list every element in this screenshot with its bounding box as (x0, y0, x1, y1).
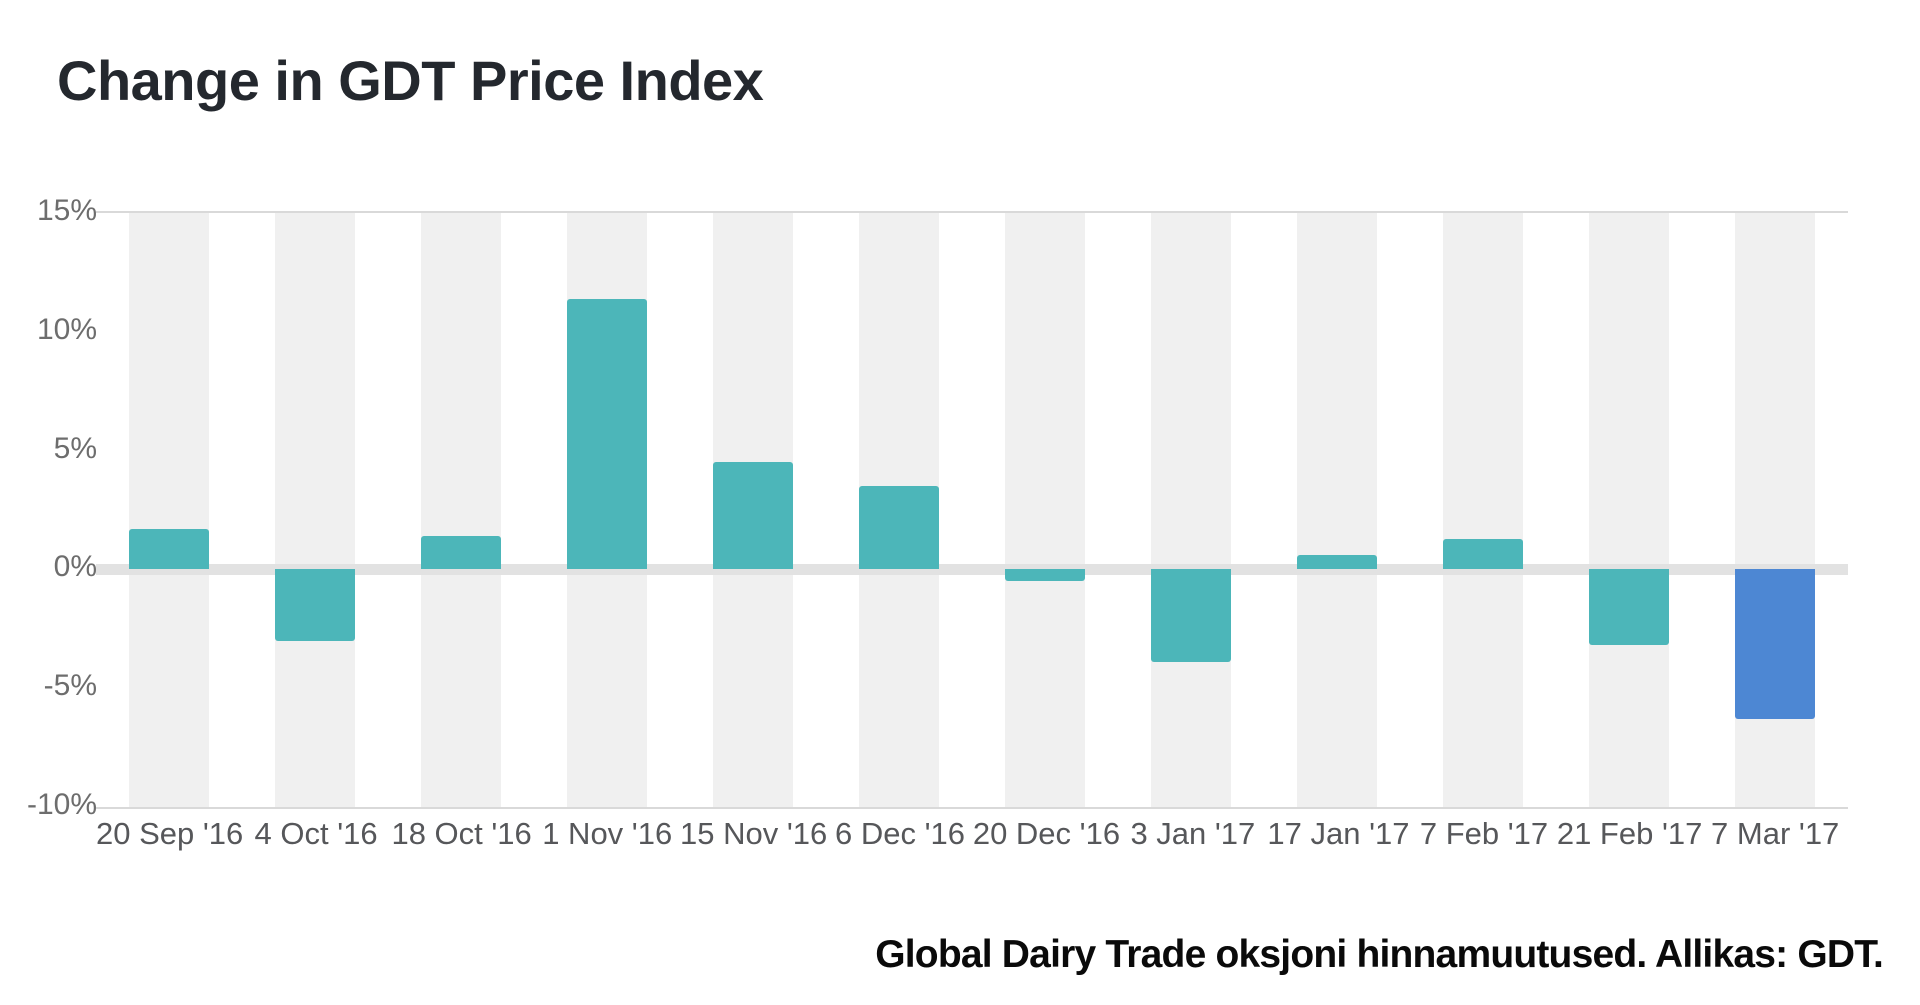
x-axis-tick-label: 18 Oct '16 (391, 816, 532, 851)
x-axis-tick-label: 21 Feb '17 (1556, 816, 1703, 851)
bar-negative (1151, 569, 1231, 663)
x-axis-tick-label: 1 Nov '16 (542, 816, 673, 851)
x-axis: 20 Sep '16 4 Oct '16 18 Oct '16 1 Nov '16 15… (96, 812, 1848, 856)
bar-slot (388, 213, 534, 807)
column-background-band (129, 213, 209, 807)
bar-slot (96, 213, 242, 807)
bar-slot (1556, 213, 1702, 807)
x-axis-tick-label: 6 Dec '16 (835, 816, 966, 851)
bar-negative (275, 569, 355, 641)
column-background-band (1589, 213, 1669, 807)
bar-slot (242, 213, 388, 807)
bar-slot (1410, 213, 1556, 807)
bar-positive (129, 529, 209, 570)
bar-slot (534, 213, 680, 807)
y-axis: 15% 10% 5% 0% -5% -10% (0, 196, 97, 820)
bar-slot (1264, 213, 1410, 807)
bar-positive (859, 486, 939, 570)
x-axis-tick-label: 20 Sep '16 (96, 816, 244, 851)
bar-slot (972, 213, 1118, 807)
column-background-band (1005, 213, 1085, 807)
column-background-band (1297, 213, 1377, 807)
bar-slot (1702, 213, 1848, 807)
bar-positive (1297, 555, 1377, 570)
y-axis-tick-label: 15% (36, 194, 97, 227)
bar-slot (826, 213, 972, 807)
x-axis-tick-label: 17 Jan '17 (1267, 816, 1410, 851)
column-background-band (421, 213, 501, 807)
column-background-band (1151, 213, 1231, 807)
y-axis-tick-label: 0% (53, 550, 97, 584)
column-background-band (1443, 213, 1523, 807)
bar-positive (713, 462, 793, 570)
y-axis-tick-label: -10% (26, 788, 97, 821)
chart-caption: Global Dairy Trade oksjoni hinnamuutused… (875, 933, 1884, 976)
x-axis-tick-label: 15 Nov '16 (680, 816, 828, 851)
x-axis-tick-label: 4 Oct '16 (254, 816, 378, 851)
y-axis-tick-label: 5% (53, 431, 97, 465)
x-axis-tick-label: 20 Dec '16 (972, 816, 1121, 851)
x-axis-tick-label: 7 Mar '17 (1711, 816, 1840, 851)
bar-positive (1443, 538, 1523, 570)
zero-baseline (96, 563, 1848, 575)
x-axis-tick-label: 3 Jan '17 (1130, 816, 1256, 851)
bar-positive (567, 298, 647, 570)
x-axis-tick-label: 7 Feb '17 (1419, 816, 1549, 851)
bar-negative (1589, 569, 1669, 646)
plot-area (96, 211, 1848, 809)
bar-positive (421, 536, 501, 570)
bar-negative (1735, 569, 1815, 720)
chart-title: Change in GDT Price Index (57, 49, 764, 112)
bar-negative (1005, 569, 1085, 582)
bar-slot (680, 213, 826, 807)
y-axis-tick-label: 10% (36, 312, 97, 346)
y-axis-tick-label: -5% (43, 669, 97, 703)
column-background-band (275, 213, 355, 807)
bar-slot (1118, 213, 1264, 807)
